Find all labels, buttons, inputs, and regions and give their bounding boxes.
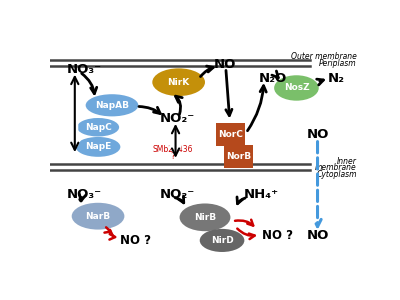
Ellipse shape	[180, 203, 230, 231]
Text: NH₄⁺: NH₄⁺	[244, 188, 279, 201]
Text: NarB: NarB	[86, 212, 111, 221]
Text: N₂O: N₂O	[259, 72, 288, 85]
Text: NapAB: NapAB	[95, 101, 129, 110]
Text: NirB: NirB	[194, 213, 216, 222]
Text: NorC: NorC	[218, 130, 243, 139]
Text: NO ?: NO ?	[262, 229, 293, 242]
Text: NorB: NorB	[226, 152, 251, 161]
Text: NosZ: NosZ	[284, 83, 309, 92]
Ellipse shape	[86, 94, 138, 116]
Text: Inner: Inner	[337, 158, 357, 166]
Bar	[224, 145, 253, 168]
Text: Periplasm: Periplasm	[319, 59, 357, 68]
Ellipse shape	[76, 137, 120, 157]
Text: Cytoplasm: Cytoplasm	[316, 170, 357, 179]
Ellipse shape	[72, 203, 124, 230]
Text: NO: NO	[307, 128, 329, 141]
Text: NO₂⁻: NO₂⁻	[160, 188, 195, 201]
Text: Outer membrane: Outer membrane	[291, 52, 357, 61]
Text: NirK: NirK	[168, 78, 190, 87]
Text: NO: NO	[214, 58, 236, 71]
Bar	[216, 123, 245, 146]
Text: NO₂⁻: NO₂⁻	[160, 112, 195, 124]
Text: NirD: NirD	[211, 236, 234, 245]
Ellipse shape	[152, 68, 205, 96]
Text: SMb20436: SMb20436	[152, 145, 193, 154]
Text: NapC: NapC	[85, 123, 112, 132]
Ellipse shape	[77, 118, 119, 136]
Text: N₂: N₂	[328, 72, 344, 85]
Text: NO: NO	[307, 229, 329, 242]
Text: ?: ?	[170, 152, 175, 160]
Text: NapE: NapE	[85, 142, 111, 152]
Ellipse shape	[200, 229, 244, 252]
Text: NO₃⁻: NO₃⁻	[67, 63, 102, 76]
Text: NO ?: NO ?	[120, 234, 151, 247]
Text: NO₃⁻: NO₃⁻	[67, 188, 102, 201]
Text: membrane: membrane	[315, 163, 357, 172]
Ellipse shape	[274, 75, 319, 101]
